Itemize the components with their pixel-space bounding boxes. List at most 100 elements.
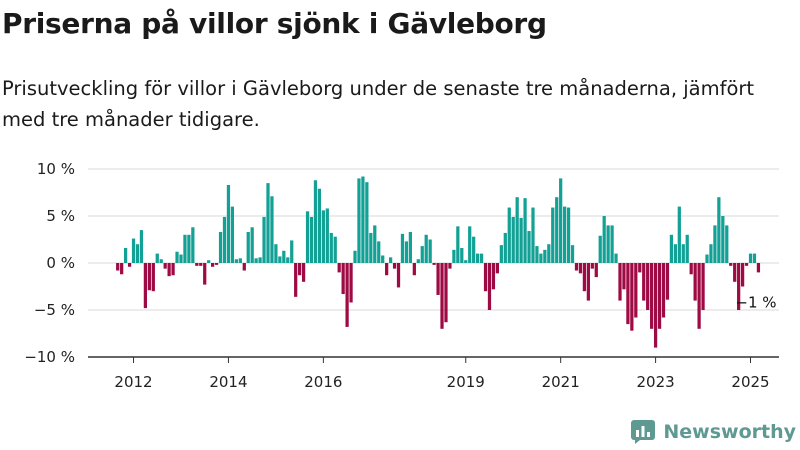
bar <box>460 247 464 263</box>
bar <box>495 263 500 274</box>
bar <box>325 208 329 263</box>
bar <box>456 226 460 263</box>
bar <box>669 234 674 263</box>
bar <box>195 263 199 266</box>
bar <box>503 232 507 263</box>
bar <box>282 250 286 263</box>
bar <box>230 206 235 263</box>
bar <box>543 249 547 263</box>
y-axis: 10 % 5 % 0 % −5 % −10 % <box>24 160 75 366</box>
annotation-layer: −1 % <box>735 293 776 311</box>
bar <box>614 253 618 263</box>
bar <box>143 263 148 309</box>
bar <box>689 263 693 275</box>
bar <box>341 263 345 295</box>
bar <box>274 244 278 263</box>
bar <box>155 253 159 263</box>
bar <box>582 263 587 292</box>
bar <box>444 263 448 323</box>
bar <box>131 238 136 263</box>
logo-text: Newsworthy <box>663 421 796 443</box>
bar <box>756 263 761 273</box>
bar <box>250 227 254 263</box>
x-axis: 2012 2014 2016 2019 2021 2023 2025 <box>88 356 779 391</box>
bar <box>377 241 381 263</box>
bar <box>167 263 171 277</box>
bar <box>337 263 341 273</box>
bar <box>440 263 444 329</box>
bar <box>262 216 266 263</box>
bar <box>333 236 337 263</box>
bar <box>673 244 677 263</box>
bar <box>309 216 314 263</box>
last-value-label: −1 % <box>735 293 776 311</box>
bar <box>207 260 211 263</box>
bar <box>124 247 128 263</box>
bar <box>657 263 662 329</box>
bar <box>653 263 658 348</box>
bar <box>163 263 167 269</box>
bar <box>590 263 594 269</box>
bar <box>222 216 227 263</box>
bar <box>388 257 393 263</box>
bar <box>412 263 416 276</box>
bar <box>246 231 250 263</box>
x-tick-label: 2025 <box>731 373 769 391</box>
bar <box>630 263 634 331</box>
bar <box>147 263 151 291</box>
bar <box>725 225 729 263</box>
bar <box>392 263 397 269</box>
bar <box>733 263 737 282</box>
bar <box>120 263 124 275</box>
bar <box>116 263 120 271</box>
bar <box>602 216 606 263</box>
newsworthy-chart-icon <box>631 420 656 444</box>
bar <box>539 253 543 263</box>
bar <box>483 263 488 292</box>
bar-series <box>116 176 761 348</box>
bar <box>717 197 721 263</box>
bar <box>701 263 705 310</box>
bar <box>610 225 614 263</box>
bar <box>234 259 238 263</box>
bar <box>740 263 745 287</box>
bar <box>527 231 531 263</box>
bar <box>361 176 365 263</box>
bar <box>487 263 492 310</box>
bar <box>551 207 555 263</box>
bar <box>642 263 646 301</box>
bar <box>464 260 468 263</box>
x-tick-label: 2012 <box>114 373 152 391</box>
x-tick-label: 2014 <box>209 373 247 391</box>
bar <box>424 234 428 263</box>
x-tick-label: 2016 <box>304 373 342 391</box>
bar <box>737 263 741 310</box>
bar <box>349 263 353 303</box>
bar <box>191 227 195 263</box>
bar <box>606 225 610 263</box>
bar <box>721 216 725 263</box>
bar <box>705 254 709 263</box>
bar <box>127 263 132 267</box>
bar <box>531 207 535 263</box>
bar <box>559 178 563 263</box>
bar <box>693 263 697 301</box>
bar <box>594 263 598 278</box>
bar <box>499 245 503 263</box>
bar <box>226 184 231 263</box>
bar <box>646 263 650 310</box>
bar <box>321 210 325 263</box>
bar <box>199 263 203 266</box>
bar <box>254 258 258 263</box>
bar <box>452 249 456 263</box>
bar <box>313 180 318 263</box>
bar <box>586 263 590 301</box>
bar <box>357 178 361 263</box>
bar <box>729 263 733 266</box>
bar <box>547 244 551 263</box>
bar <box>373 225 377 263</box>
bar <box>179 254 183 263</box>
bar <box>183 234 187 263</box>
bar <box>748 253 753 263</box>
